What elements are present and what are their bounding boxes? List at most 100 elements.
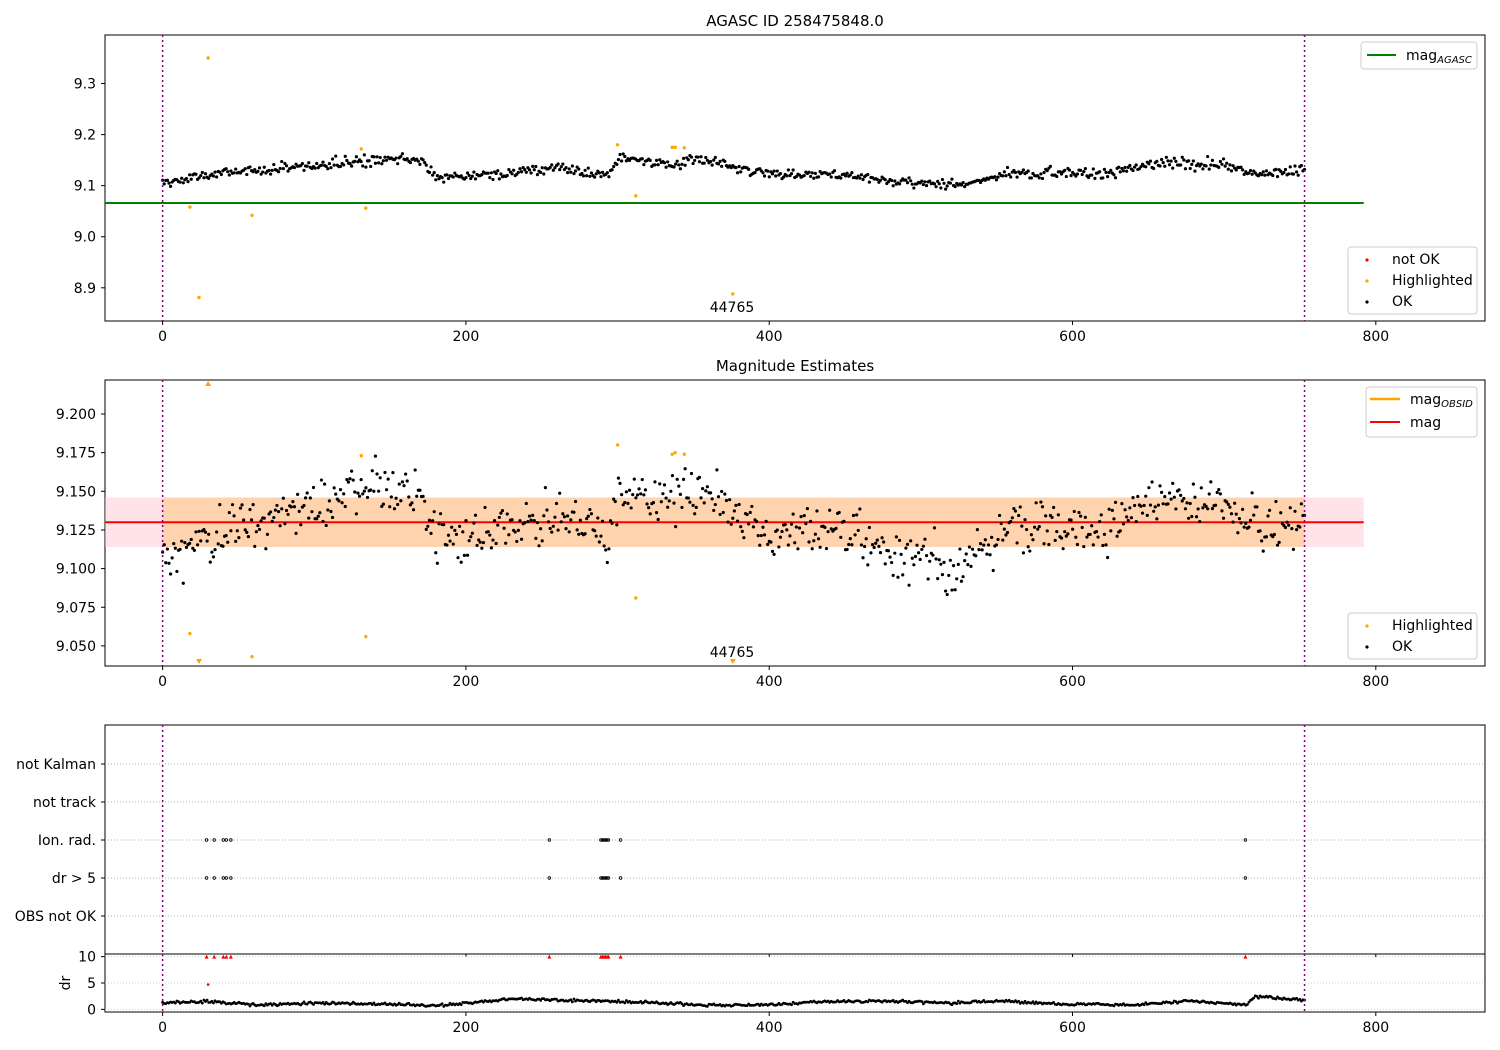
dr-point [866,1000,870,1004]
flag-point [600,838,605,842]
ok-point [867,525,871,530]
dr-point [842,998,846,1002]
dr-point [570,1000,574,1004]
ok-point [1234,512,1238,516]
ok-point [674,162,678,166]
ok-point [620,493,624,497]
ok-point [573,169,578,173]
ok-point [813,532,817,536]
ok-point [348,161,352,166]
ok-point [839,535,843,539]
ok-point [624,490,628,494]
ok-point [699,155,703,159]
ok-point [923,180,927,184]
ok-point [693,158,697,163]
ok-point [735,519,740,523]
panel2-obsid-label: 44765 [710,645,755,661]
ok-point [381,159,385,163]
highlighted-point [615,443,620,447]
ok-point [953,588,957,592]
ok-point [878,550,883,555]
ok-point [424,527,428,531]
ok-point [224,167,228,171]
ok-point [718,159,722,163]
ok-point [1144,165,1148,169]
dr-point [1023,999,1027,1003]
ok-point [864,537,868,541]
ok-point [658,158,662,162]
ok-point [1128,163,1132,168]
ok-point [253,544,257,548]
y-tick-label: 9.0 [74,230,96,246]
ok-point [702,161,706,165]
ok-point [627,488,632,492]
ok-point [1188,166,1192,171]
ok-point [380,162,384,166]
ok-point [262,516,266,520]
ok-point [283,522,287,526]
ok-point [234,539,238,543]
ok-point [1217,165,1221,169]
ok-point [567,530,571,534]
ok-point [669,489,673,493]
flag-point [212,876,216,880]
ok-point [197,176,201,180]
highlighted-low-marker [729,659,736,664]
ok-point [319,478,324,482]
ok-point [651,501,655,505]
ok-point [243,167,247,171]
ok-point [438,512,443,516]
ok-point [1283,525,1288,530]
ok-point [637,487,641,491]
ok-point [629,506,633,510]
ok-point [597,171,601,175]
y-tick-label: 9.1 [74,179,96,195]
ok-point [982,543,986,547]
ok-point [276,170,281,174]
ok-point [516,170,520,174]
ok-point [716,495,721,499]
ok-point [550,163,554,167]
ok-point [847,542,851,547]
ok-point [267,168,271,173]
ok-point [242,518,246,522]
ok-point [799,515,803,519]
flag-point [603,876,608,880]
ok-point [384,488,389,492]
ok-point [510,172,514,176]
ok-point [1231,520,1235,524]
highlighted-point [731,292,735,296]
flag-point [221,838,225,842]
ok-point [767,175,771,179]
ok-point [594,172,598,176]
ok-point [1275,543,1280,547]
ok-point [210,550,214,554]
ok-point [712,508,716,513]
legend-label-mag: mag [1410,415,1441,431]
ok-point [1055,174,1059,179]
ok-point [162,543,166,547]
ok-point [694,505,698,509]
ok-point [764,519,768,523]
ok-point [605,560,609,565]
ok-point [353,490,357,494]
dr-overflow-marker [204,954,209,959]
ok-point [343,154,347,158]
ok-point [213,170,217,174]
ok-point [829,175,833,179]
ok-point [400,152,405,156]
ok-point [211,555,216,559]
ok-point [1293,509,1297,513]
ok-point [1225,161,1229,165]
ok-point [496,169,500,173]
ok-point [828,508,832,512]
dr-point [1022,1001,1025,1005]
ok-point [429,531,433,535]
ok-point [697,475,702,479]
ok-point [708,491,713,495]
ok-point [1209,163,1213,167]
ok-point [716,162,721,166]
ok-point [1196,507,1200,511]
ok-point [435,561,439,565]
ok-point [593,529,597,533]
